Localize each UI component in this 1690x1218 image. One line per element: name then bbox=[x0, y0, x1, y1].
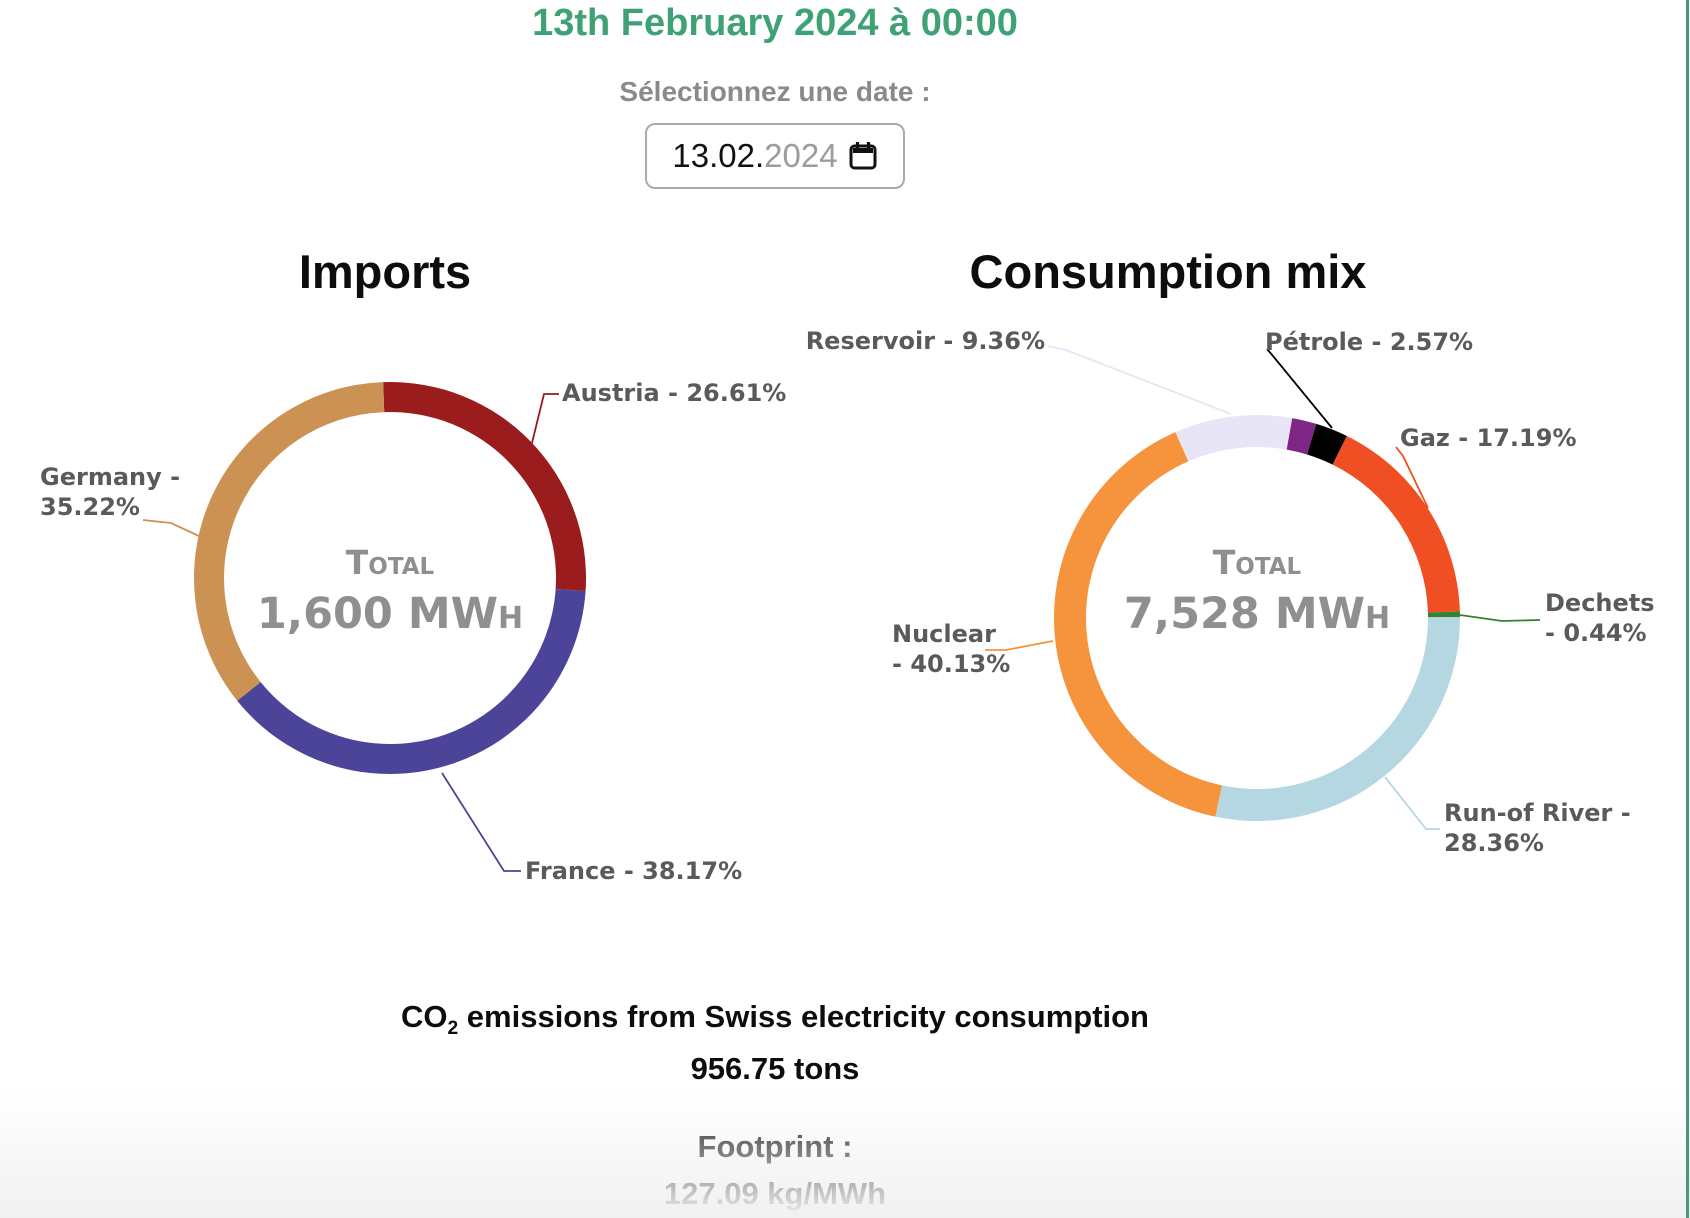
pie-slice-france[interactable] bbox=[237, 588, 586, 775]
slice-label-dechets: Dechets - 0.44% bbox=[1545, 589, 1655, 647]
slice-label-france: France - 38.17% bbox=[525, 857, 743, 885]
leader-line-france bbox=[441, 772, 521, 872]
consumption-chart-title: Consumption mix bbox=[969, 245, 1367, 298]
date-value[interactable]: 13.02.2024 bbox=[672, 137, 837, 175]
leader-line-p-trole bbox=[1266, 348, 1333, 429]
leader-line-germany bbox=[142, 519, 215, 544]
slice-label-run-of-river: Run-of River -28.36% bbox=[1444, 799, 1631, 857]
leader-line-austria bbox=[530, 393, 559, 448]
pie-slice-germany[interactable] bbox=[193, 382, 385, 701]
right-border-line bbox=[1686, 0, 1689, 1218]
pie-slice-p-trole[interactable] bbox=[1307, 423, 1347, 465]
pie-slice-unlabeled-purple[interactable] bbox=[1286, 418, 1317, 455]
page-title: 13th February 2024 à 00:00 bbox=[532, 2, 1018, 44]
pie-slice-gaz[interactable] bbox=[1332, 435, 1460, 613]
footprint-label: Footprint : bbox=[697, 1129, 853, 1164]
slice-label-nuclear: Nuclear - 40.13% bbox=[892, 620, 1011, 678]
imports-total-label: Total bbox=[345, 543, 435, 582]
leader-line-run-of-river bbox=[1384, 776, 1440, 830]
slice-label-p-trole: Pétrole - 2.57% bbox=[1265, 328, 1474, 356]
date-picker-label: Sélectionnez une date : bbox=[619, 76, 931, 107]
imports-chart-title: Imports bbox=[298, 245, 472, 298]
date-input[interactable]: 13.02.2024 bbox=[645, 123, 905, 189]
pie-slice-nuclear[interactable] bbox=[1053, 432, 1222, 817]
pie-slice-reservoir[interactable] bbox=[1175, 415, 1293, 462]
date-day-month[interactable]: 13.02. bbox=[672, 137, 765, 174]
footprint-value: 127.09 kg/MWh bbox=[663, 1176, 887, 1211]
imports-total-value: 1,600 MWh bbox=[256, 589, 524, 639]
leader-line-reservoir bbox=[1047, 345, 1232, 415]
co2-emissions-value: 956.75 tons bbox=[690, 1051, 860, 1086]
slice-label-austria: Austria - 26.61% bbox=[562, 379, 787, 407]
co2-emissions-title: CO2 emissions from Swiss electricity con… bbox=[401, 999, 1149, 1040]
slice-label-gaz: Gaz - 17.19% bbox=[1400, 424, 1577, 452]
consumption-total-value: 7,528 MWh bbox=[1123, 589, 1391, 639]
calendar-icon[interactable] bbox=[848, 140, 878, 172]
pie-slice-austria[interactable] bbox=[383, 381, 586, 591]
leader-line-gaz bbox=[1395, 446, 1429, 509]
pie-slice-dechets[interactable] bbox=[1427, 611, 1460, 618]
slice-label-germany: Germany -35.22% bbox=[40, 463, 181, 521]
date-year[interactable]: 2024 bbox=[764, 137, 838, 174]
consumption-total-label: Total bbox=[1212, 543, 1302, 582]
pie-slice-run-of-river[interactable] bbox=[1215, 617, 1460, 821]
leader-line-nuclear bbox=[985, 640, 1054, 651]
leader-line-dechets bbox=[1459, 614, 1541, 622]
slice-label-reservoir: Reservoir - 9.36% bbox=[805, 327, 1045, 355]
